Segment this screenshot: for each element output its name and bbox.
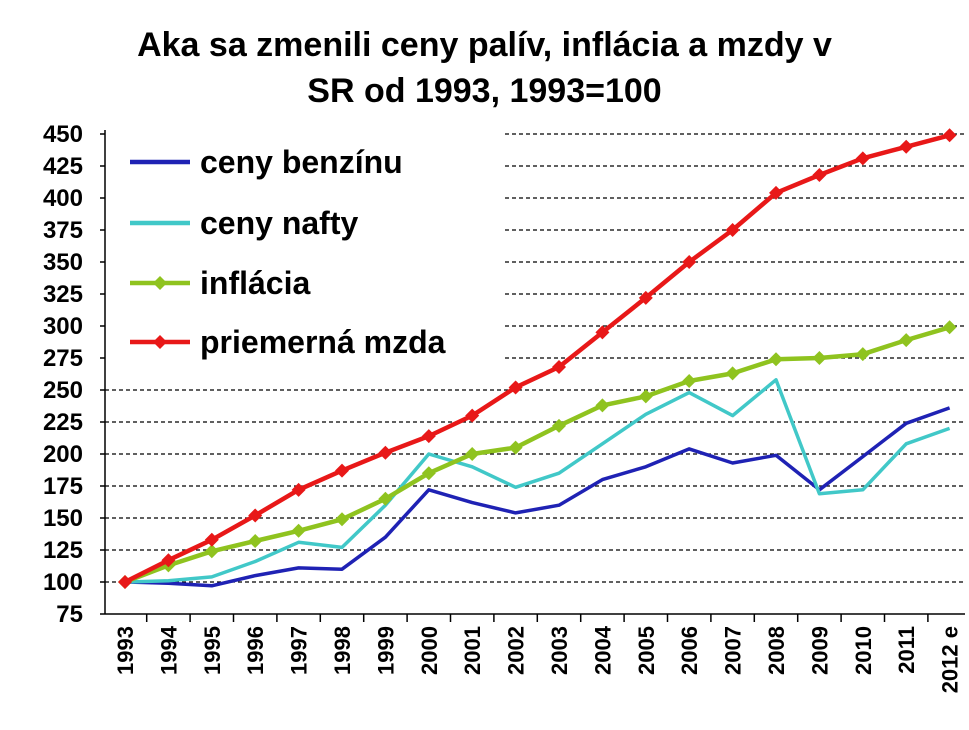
data-point bbox=[465, 408, 480, 423]
data-point bbox=[248, 534, 263, 549]
data-point bbox=[942, 128, 957, 143]
y-tick-label: 175 bbox=[43, 473, 83, 500]
y-axis: 75 100 125 150 175 200 225 250 275 300 325 350 375 40… bbox=[43, 121, 106, 628]
data-point bbox=[769, 185, 783, 200]
series-line bbox=[124, 378, 951, 584]
x-tick-label: 2005 bbox=[634, 626, 659, 675]
y-tick-label: 350 bbox=[43, 249, 83, 276]
x-tick-label: 2008 bbox=[764, 626, 789, 675]
chart-title-line1: Aka sa zmenili ceny palív, inflácia a mz… bbox=[137, 26, 832, 64]
data-point bbox=[118, 575, 132, 589]
data-point bbox=[638, 290, 653, 305]
y-tick-label: 300 bbox=[43, 313, 83, 340]
y-tick-label: 450 bbox=[43, 121, 83, 148]
chart-title: Aka sa zmenili ceny palív, inflácia a mz… bbox=[0, 22, 969, 114]
y-tick-label: 400 bbox=[43, 185, 83, 212]
x-tick-label: 1997 bbox=[287, 626, 312, 675]
legend-entry: priemerná mzda bbox=[200, 324, 446, 360]
data-point bbox=[899, 139, 914, 154]
data-point bbox=[335, 463, 349, 478]
y-tick-label: 100 bbox=[43, 569, 83, 596]
y-tick-label: 125 bbox=[43, 537, 83, 564]
y-tick-label: 325 bbox=[43, 281, 83, 308]
data-point bbox=[552, 359, 566, 374]
x-tick-label: 1999 bbox=[373, 626, 398, 675]
data-point bbox=[465, 447, 480, 461]
data-point bbox=[204, 544, 219, 559]
x-tick-label: 2006 bbox=[677, 626, 702, 675]
x-axis: 1993 1994 1995 1996 1997 1998 1999 2000 2001 2002… bbox=[105, 613, 965, 693]
x-tick-label: 2007 bbox=[721, 626, 746, 675]
data-point bbox=[942, 320, 957, 335]
y-tick-label: 225 bbox=[43, 409, 83, 436]
x-tick-label: 2011 bbox=[894, 626, 919, 674]
data-point bbox=[291, 523, 306, 538]
y-tick-label: 425 bbox=[43, 153, 83, 180]
data-point bbox=[291, 482, 306, 497]
data-point bbox=[682, 374, 697, 389]
y-tick-label: 250 bbox=[43, 377, 83, 404]
data-point bbox=[508, 440, 523, 455]
x-tick-label: 2003 bbox=[547, 626, 572, 675]
x-tick-label: 2009 bbox=[807, 626, 832, 675]
series-line bbox=[124, 325, 951, 585]
data-point bbox=[161, 553, 176, 568]
data-point bbox=[595, 325, 610, 340]
data-point bbox=[812, 167, 827, 182]
x-tick-label: 1993 bbox=[113, 626, 138, 675]
x-tick-label: 2010 bbox=[851, 626, 876, 675]
data-point bbox=[682, 255, 697, 269]
data-point bbox=[812, 351, 827, 365]
series-line bbox=[124, 406, 951, 588]
x-tick-label: 1998 bbox=[330, 626, 355, 675]
legend-entry: ceny nafty bbox=[200, 205, 358, 241]
series-lines bbox=[118, 128, 957, 589]
legend-marker bbox=[153, 335, 167, 349]
data-point bbox=[421, 429, 436, 444]
legend: ceny benzínu ceny nafty inflácia priemerná … bbox=[130, 144, 446, 360]
x-tick-label: 2004 bbox=[590, 625, 615, 675]
y-tick-label: 150 bbox=[43, 505, 83, 532]
data-point bbox=[855, 347, 870, 362]
x-tick-label: 1996 bbox=[243, 626, 268, 675]
data-point bbox=[899, 333, 914, 348]
x-tick-label: 1994 bbox=[156, 625, 181, 675]
chart-title-line2: SR od 1993, 1993=100 bbox=[307, 72, 662, 110]
x-tick-label: 2001 bbox=[460, 626, 485, 675]
data-point bbox=[638, 389, 653, 404]
x-tick-label: 2002 bbox=[504, 626, 529, 675]
data-point bbox=[595, 398, 610, 413]
y-tick-label: 200 bbox=[43, 441, 83, 468]
y-tick-label: 375 bbox=[43, 217, 83, 244]
legend-marker bbox=[153, 276, 167, 290]
data-point bbox=[552, 418, 566, 433]
legend-entry: ceny benzínu bbox=[200, 144, 403, 180]
data-point bbox=[855, 151, 870, 166]
y-tick-label: 275 bbox=[43, 345, 83, 372]
legend-entry: inflácia bbox=[200, 265, 310, 301]
y-tick-label: 75 bbox=[56, 601, 83, 628]
data-point bbox=[725, 366, 740, 381]
data-point bbox=[378, 491, 393, 506]
data-point bbox=[335, 512, 349, 527]
data-point bbox=[725, 223, 740, 237]
data-point bbox=[378, 445, 393, 460]
data-point bbox=[508, 380, 523, 395]
x-tick-label: 1995 bbox=[200, 626, 225, 675]
data-point bbox=[204, 532, 219, 547]
data-point bbox=[769, 352, 783, 367]
data-point bbox=[421, 466, 436, 481]
x-tick-label: 2012 e bbox=[938, 626, 963, 693]
x-tick-label: 2000 bbox=[417, 626, 442, 675]
series-line bbox=[123, 133, 951, 585]
data-point bbox=[248, 508, 263, 523]
